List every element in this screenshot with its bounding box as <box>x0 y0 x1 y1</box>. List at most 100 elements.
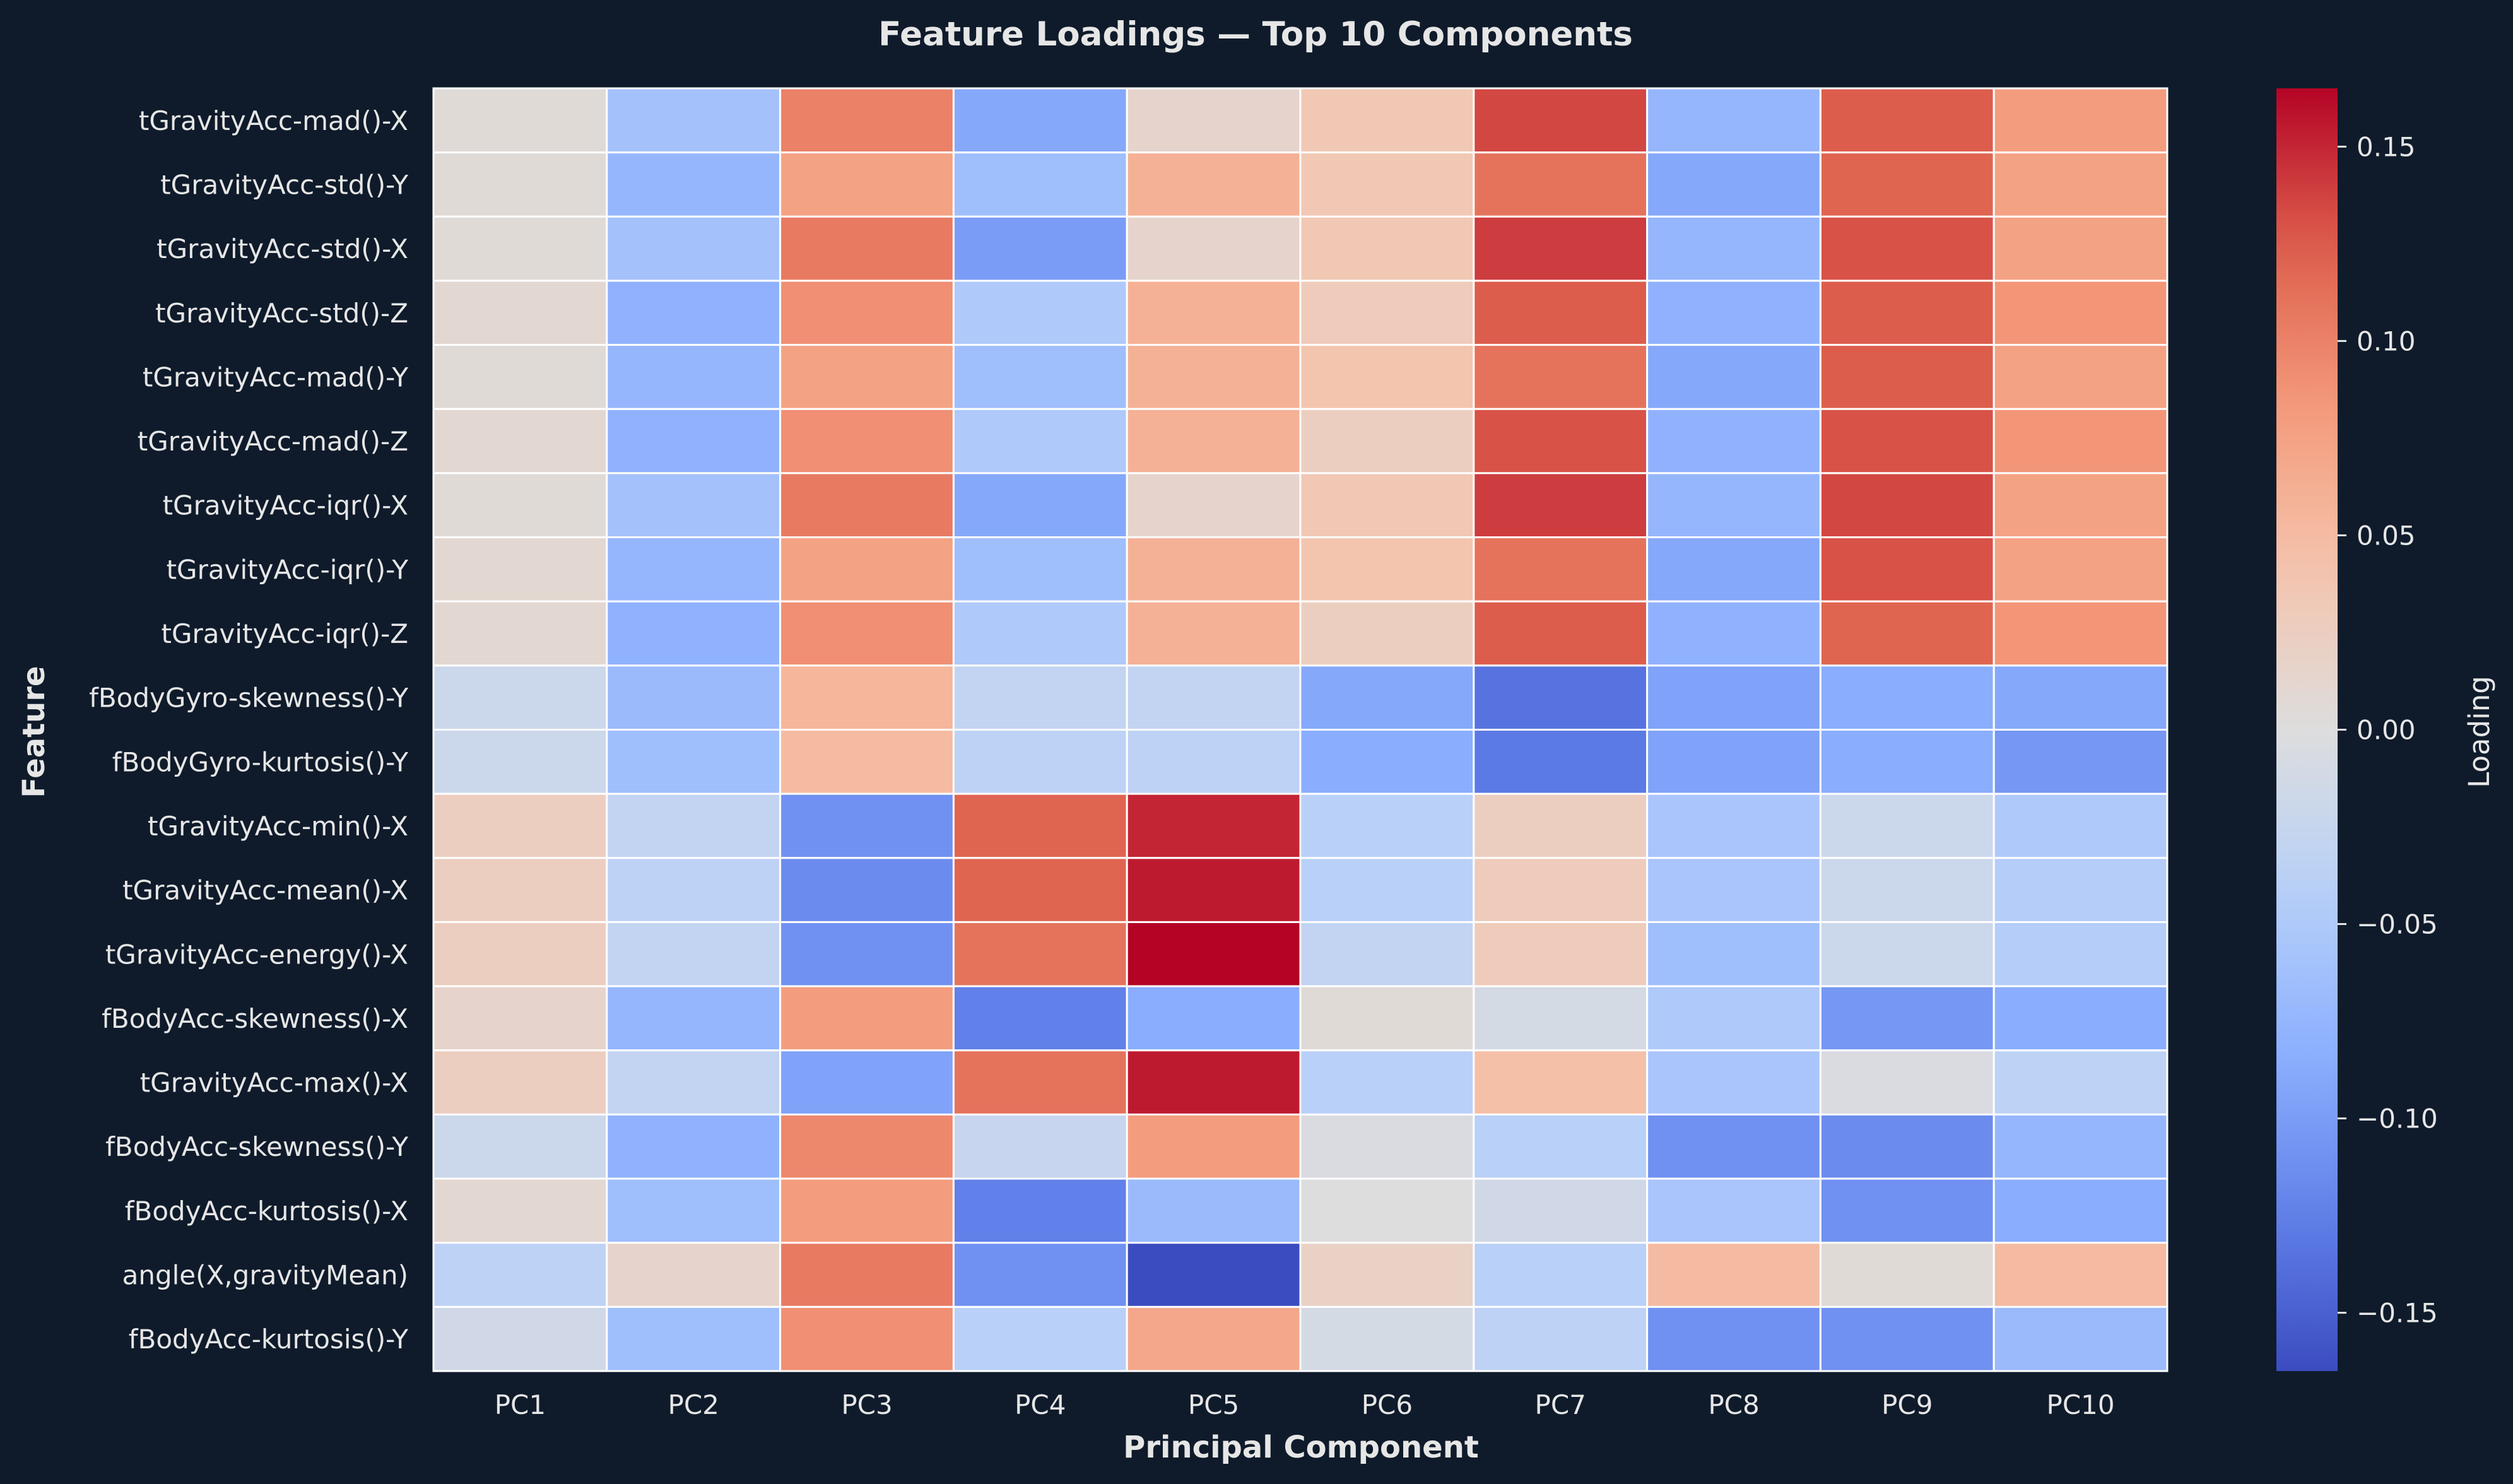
heatmap-cell <box>1473 1305 1649 1372</box>
heatmap-cell <box>1299 1113 1475 1180</box>
heatmap-cell <box>1299 1177 1475 1244</box>
heatmap-cell <box>1992 985 2169 1052</box>
row-label: tGravityAcc-iqr()-Y <box>167 554 409 585</box>
heatmap-cell <box>1126 1242 1302 1308</box>
heatmap-cell <box>1473 87 1649 154</box>
heatmap-cell <box>1646 921 1821 987</box>
heatmap-cell <box>606 600 782 667</box>
heatmap-cell <box>1299 1305 1475 1372</box>
heatmap-cell <box>1299 536 1475 603</box>
heatmap-cell <box>1819 1113 1995 1180</box>
heatmap-cell <box>779 1049 955 1116</box>
heatmap-cell <box>432 344 608 410</box>
heatmap-cell <box>606 215 782 282</box>
column-labels: PC1 PC2 PC3 PC4 PC5 PC6 PC7 PC8 PC9 PC10 <box>495 1389 2115 1420</box>
heatmap-cell <box>606 536 782 603</box>
heatmap-cell <box>1473 985 1649 1052</box>
heatmap-cell <box>779 472 955 539</box>
column-label: PC10 <box>2047 1389 2115 1420</box>
heatmap-cell <box>606 344 782 410</box>
heatmap-cell <box>1126 1113 1302 1180</box>
heatmap-cell <box>432 729 608 795</box>
heatmap-cell <box>1819 985 1995 1052</box>
heatmap-cell <box>1299 729 1475 795</box>
column-label: PC5 <box>1188 1389 1239 1420</box>
heatmap-cell <box>952 921 1128 987</box>
row-label: tGravityAcc-std()-X <box>156 233 408 264</box>
heatmap-cell <box>1992 792 2169 859</box>
heatmap-cell <box>1126 1177 1302 1244</box>
heatmap-cell <box>1299 921 1475 987</box>
row-label: fBodyGyro-kurtosis()-Y <box>112 746 409 777</box>
heatmap-cell <box>779 87 955 154</box>
heatmap-cell <box>1646 215 1821 282</box>
heatmap-cell <box>1992 921 2169 987</box>
heatmap-cell <box>952 1305 1128 1372</box>
heatmap-cell <box>1473 151 1649 218</box>
heatmap-cell <box>1646 664 1821 731</box>
heatmap-cell <box>1992 280 2169 346</box>
heatmap-cells <box>432 87 2169 1372</box>
heatmap-cell <box>1299 215 1475 282</box>
heatmap-cell <box>1299 985 1475 1052</box>
heatmap-cell <box>1646 857 1821 923</box>
heatmap-cell <box>1819 1305 1995 1372</box>
heatmap-cell <box>952 280 1128 346</box>
heatmap-cell <box>606 1242 782 1308</box>
colorbar-gradient <box>2276 88 2338 1371</box>
row-label: tGravityAcc-mean()-X <box>122 875 408 906</box>
heatmap-cell <box>1126 600 1302 667</box>
heatmap-cell <box>606 1177 782 1244</box>
heatmap-cell <box>1299 280 1475 346</box>
row-label: tGravityAcc-std()-Y <box>160 169 408 200</box>
heatmap-cell <box>779 792 955 859</box>
heatmap-cell <box>1646 792 1821 859</box>
heatmap-cell <box>1473 472 1649 539</box>
column-label: PC6 <box>1362 1389 1413 1420</box>
heatmap-cell <box>952 472 1128 539</box>
heatmap-cell <box>606 985 782 1052</box>
heatmap-cell <box>606 1113 782 1180</box>
heatmap-cell <box>1473 280 1649 346</box>
heatmap-cell <box>432 1177 608 1244</box>
heatmap-cell <box>606 664 782 731</box>
heatmap-cell <box>1819 1177 1995 1244</box>
heatmap-cell <box>1646 1242 1821 1308</box>
heatmap-cell <box>1819 921 1995 987</box>
heatmap-cell <box>1473 215 1649 282</box>
row-label: angle(X,gravityMean) <box>122 1260 408 1291</box>
row-label: tGravityAcc-mad()-Y <box>143 362 408 392</box>
heatmap-cell <box>1819 729 1995 795</box>
column-label: PC1 <box>495 1389 546 1420</box>
heatmap-cell <box>606 792 782 859</box>
heatmap-cell <box>432 1242 608 1308</box>
heatmap-cell <box>606 408 782 474</box>
row-label: tGravityAcc-energy()-X <box>105 939 408 970</box>
heatmap-cell <box>432 1113 608 1180</box>
heatmap-cell <box>1299 408 1475 474</box>
heatmap-cell <box>606 1049 782 1116</box>
heatmap-cell <box>1646 408 1821 474</box>
row-label: tGravityAcc-mad()-Z <box>138 426 408 457</box>
heatmap-cell <box>1646 1049 1821 1116</box>
heatmap-cell <box>606 472 782 539</box>
heatmap-cell <box>952 664 1128 731</box>
heatmap-cell <box>1819 344 1995 410</box>
y-axis-label: Feature <box>16 666 52 798</box>
heatmap-cell <box>1992 1177 2169 1244</box>
row-label: tGravityAcc-mad()-X <box>139 105 408 136</box>
heatmap-cell <box>1992 664 2169 731</box>
row-label: tGravityAcc-iqr()-X <box>163 490 408 521</box>
column-label: PC8 <box>1708 1389 1759 1420</box>
colorbar-tick-label: 0.10 <box>2357 326 2416 356</box>
heatmap-cell <box>779 664 955 731</box>
colorbar-tick-label: −0.10 <box>2357 1104 2438 1134</box>
row-label: tGravityAcc-max()-X <box>140 1068 408 1098</box>
heatmap-cell <box>1819 536 1995 603</box>
column-label: PC9 <box>1881 1389 1933 1420</box>
heatmap-cell <box>1126 472 1302 539</box>
heatmap-cell <box>1646 985 1821 1052</box>
heatmap-cell <box>1126 857 1302 923</box>
heatmap-cell <box>1126 344 1302 410</box>
heatmap-cell <box>1992 536 2169 603</box>
